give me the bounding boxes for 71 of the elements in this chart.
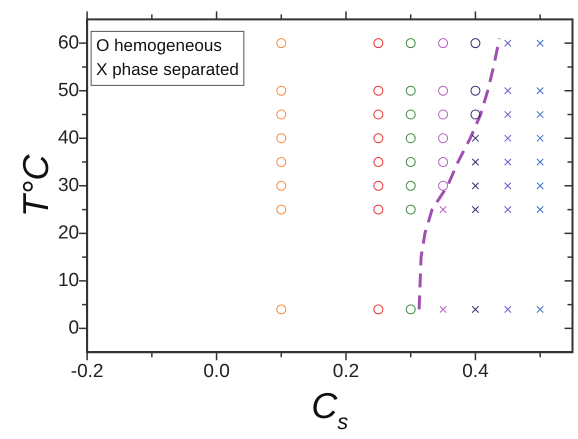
- point: [470, 109, 480, 120]
- x-tick-label: 0.2: [332, 360, 360, 382]
- y-tick-label: 20: [58, 222, 80, 244]
- point: [439, 206, 447, 214]
- point: [276, 38, 286, 48]
- point: [438, 86, 448, 96]
- point: [504, 182, 512, 190]
- point: [504, 306, 512, 314]
- point: [438, 38, 448, 48]
- point: [406, 38, 416, 48]
- y-tick-label: 40: [58, 127, 80, 148]
- point: [373, 86, 384, 96]
- annotation: O hemogeneous: [96, 36, 222, 56]
- point: [438, 109, 448, 120]
- point: [373, 133, 384, 144]
- point: [276, 133, 286, 144]
- point: [439, 306, 447, 314]
- point: [438, 180, 448, 191]
- y-axis-title: T°C: [15, 154, 56, 217]
- point: [438, 157, 448, 168]
- y-tick-label: 60: [58, 32, 80, 54]
- point: [276, 157, 286, 168]
- point: [504, 206, 512, 214]
- point: [406, 304, 416, 314]
- point: [373, 204, 384, 215]
- point: [536, 87, 544, 94]
- point: [406, 109, 416, 120]
- point: [373, 304, 384, 314]
- y-tick-label: 30: [58, 175, 80, 196]
- point: [504, 134, 512, 142]
- point: [536, 306, 544, 314]
- point: [438, 133, 448, 144]
- point: [536, 134, 544, 142]
- point: [536, 110, 544, 118]
- x-tick-label: 0.0: [203, 360, 230, 382]
- point: [504, 39, 512, 47]
- point: [373, 109, 384, 120]
- point: [276, 109, 286, 120]
- point: [504, 87, 512, 94]
- point: [536, 39, 544, 47]
- point: [504, 158, 512, 166]
- point: [472, 306, 480, 314]
- y-tick-label: 10: [58, 270, 80, 292]
- x-tick-label: -0.2: [70, 360, 104, 382]
- point: [536, 206, 544, 214]
- y-tick-label: 50: [58, 80, 80, 101]
- point: [406, 133, 416, 144]
- point: [472, 158, 480, 166]
- point: [472, 182, 480, 190]
- point: [276, 86, 286, 96]
- x-tick-label: 0.4: [462, 360, 490, 382]
- point: [406, 204, 416, 215]
- point: [472, 206, 480, 214]
- point: [373, 157, 384, 168]
- point: [470, 38, 480, 48]
- point: [276, 204, 286, 215]
- point: [276, 304, 286, 314]
- y-tick-label: 0: [68, 318, 80, 339]
- point: [406, 180, 416, 191]
- point: [504, 110, 512, 118]
- line-series: [418, 36, 501, 311]
- point: [373, 38, 384, 48]
- annotation: X phase separated: [96, 60, 239, 80]
- point: [472, 134, 480, 142]
- point: [406, 157, 416, 168]
- point: [406, 86, 416, 96]
- point: [470, 86, 480, 96]
- point: [276, 180, 286, 191]
- point: [536, 182, 544, 190]
- point: [373, 180, 384, 191]
- point: [536, 158, 544, 166]
